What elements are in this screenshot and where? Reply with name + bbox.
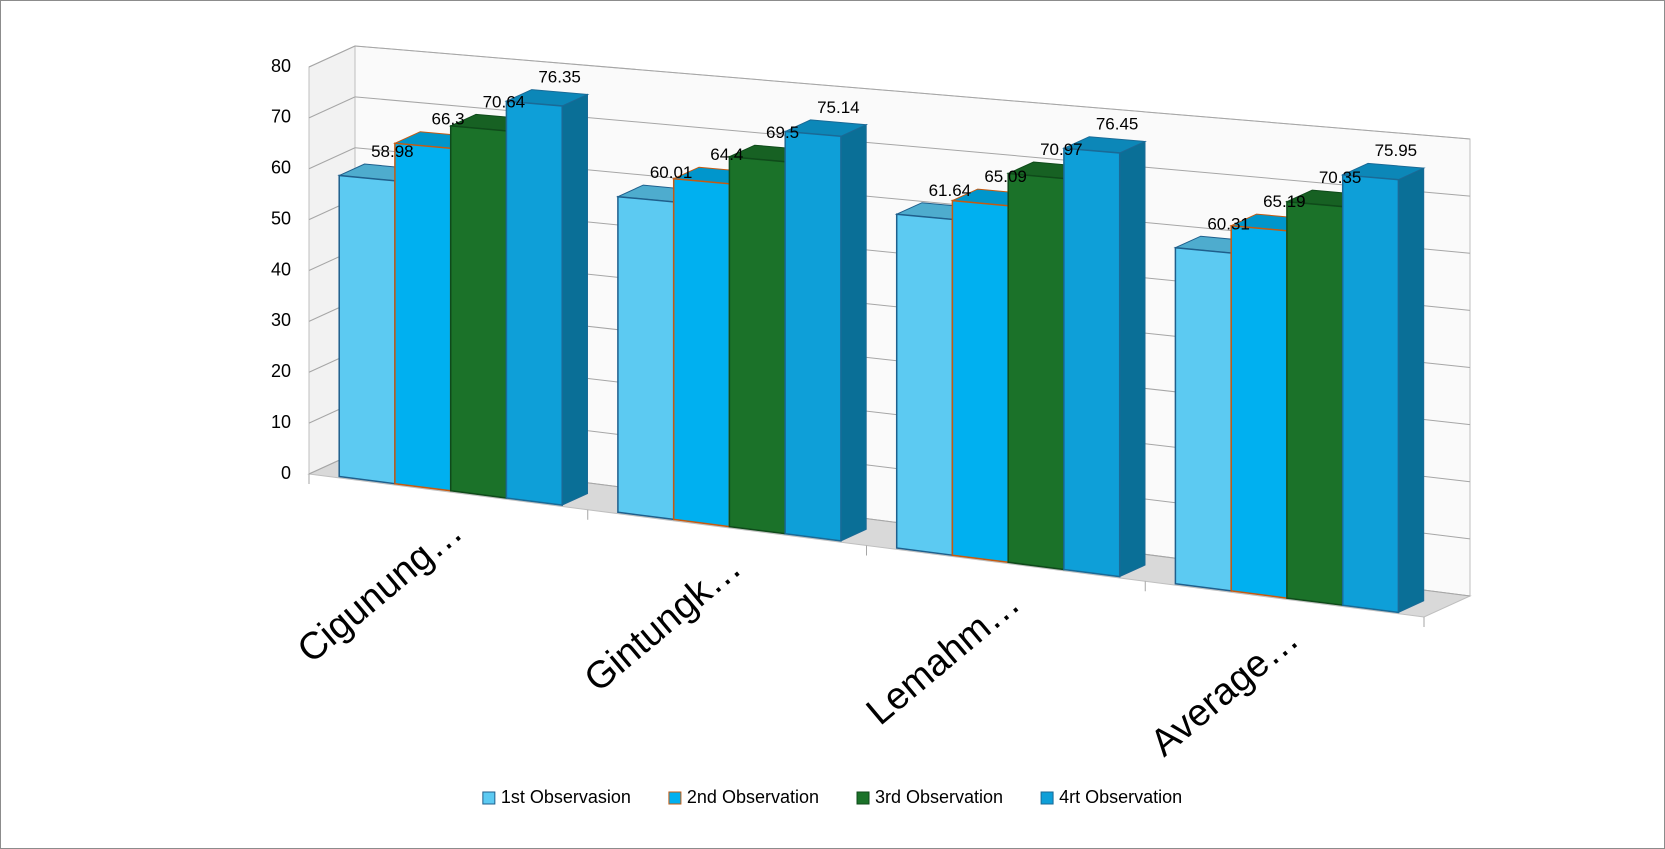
bar [505,100,563,506]
bar [1063,147,1121,578]
bar-side [1397,167,1425,614]
bar [338,174,396,485]
legend-label: 2nd Observation [687,787,819,807]
x-tick-label: Lemahm… [859,582,1028,734]
bar-side [840,123,867,542]
y-tick-label: 70 [271,107,291,127]
bar [1007,172,1065,571]
value-label: 66.3 [432,110,465,129]
value-label: 61.64 [929,181,972,200]
legend-swatch [856,791,870,805]
legend-swatch [1040,791,1054,805]
value-label: 60.01 [650,163,693,182]
value-label: 65.09 [984,167,1027,186]
side-grid-line [308,147,356,170]
side-grid-line [308,96,356,119]
y-tick-label: 80 [271,56,291,76]
grid-line [354,45,1471,140]
value-label: 75.95 [1375,141,1418,160]
legend-label: 4rt Observation [1059,787,1182,807]
bar [1174,246,1232,592]
side-grid-line [308,45,356,68]
value-label: 70.35 [1319,168,1362,187]
bar-side [561,93,588,506]
legend-item: 4rt Observation [1040,787,1182,807]
value-label: 70.64 [483,92,526,111]
bar [728,155,786,535]
bar [449,125,508,499]
x-tick-label: Average… [1143,618,1307,765]
bar [784,130,842,542]
value-label: 76.35 [538,68,581,87]
y-tick-label: 40 [271,259,291,279]
x-tick-label: Cigunung… [290,510,471,671]
bar [1230,224,1288,599]
value-label: 75.14 [817,98,860,117]
y-tick-label: 20 [271,361,291,381]
bar [672,177,731,528]
legend-item: 1st Observasion [482,787,631,807]
value-label: 64.4 [710,145,743,164]
value-label: 69.5 [766,123,799,142]
y-tick-label: 50 [271,208,291,228]
bar [617,195,675,521]
legend-label: 1st Observasion [501,787,631,807]
y-tick-label: 30 [271,310,291,330]
bar [394,142,452,492]
value-label: 76.45 [1096,115,1139,134]
legend-label: 3rd Observation [875,787,1003,807]
y-tick-label: 10 [271,412,291,432]
legend-swatch [668,791,682,805]
bar-side [1119,140,1146,578]
bar [1286,200,1344,607]
value-label: 70.97 [1040,140,1083,159]
x-tick-label: Gintungk… [577,546,750,700]
value-label: 65.19 [1263,192,1306,211]
y-tick-label: 60 [271,158,291,178]
legend-item: 3rd Observation [856,787,1003,807]
y-tick-label: 0 [281,463,291,483]
bar [895,213,954,557]
legend-item: 2nd Observation [668,787,819,807]
bar [1341,174,1400,614]
value-label: 58.98 [371,142,414,161]
bar [951,199,1009,564]
value-label: 60.31 [1207,214,1250,233]
legend-swatch [482,791,496,805]
